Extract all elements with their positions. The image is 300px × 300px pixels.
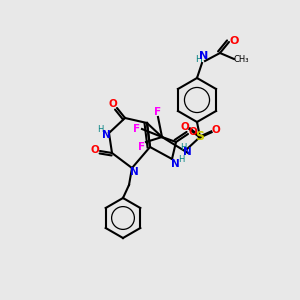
Text: H: H [97, 125, 103, 134]
Text: CH₃: CH₃ [233, 56, 249, 64]
Text: F: F [154, 107, 162, 117]
Text: O: O [109, 99, 117, 109]
Text: O: O [229, 36, 239, 46]
Text: S: S [196, 130, 205, 143]
Text: N: N [171, 159, 179, 169]
Text: O: O [181, 122, 189, 132]
Text: H: H [178, 155, 184, 164]
Text: N: N [130, 167, 138, 177]
Text: H: H [196, 56, 202, 64]
Text: N: N [102, 130, 110, 140]
Text: H: H [180, 142, 186, 152]
Text: N: N [200, 51, 208, 61]
Text: N: N [183, 147, 191, 157]
Text: F: F [134, 124, 141, 134]
Text: F: F [138, 142, 146, 152]
Text: O: O [212, 125, 220, 135]
Text: O: O [189, 127, 197, 137]
Text: O: O [91, 145, 99, 155]
